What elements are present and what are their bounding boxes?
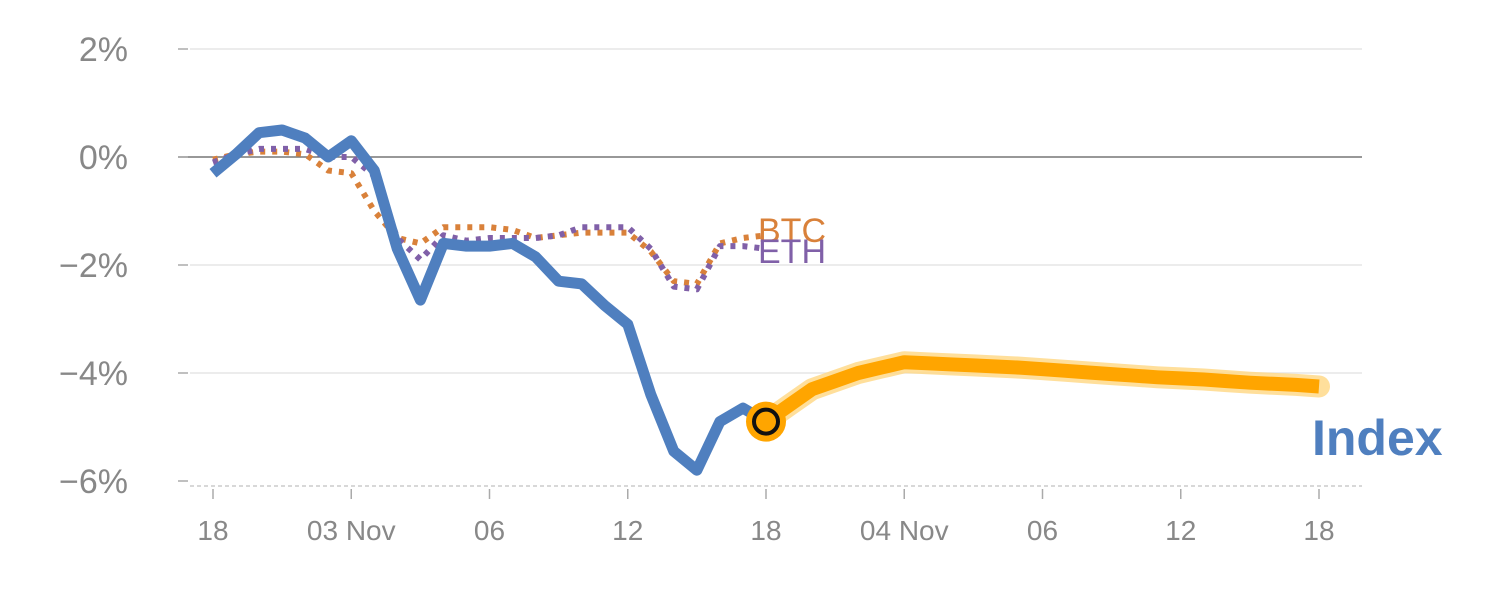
x-tick-label: 12: [1165, 515, 1196, 546]
index-line: [209, 124, 769, 476]
x-tick-label: 18: [750, 515, 781, 546]
y-tick-label: −2%: [59, 247, 128, 285]
x-tick-label: 06: [474, 515, 505, 546]
axis-layer: 2% 0% −2% −4% −6% 18 03 Nov 06 12 18 04 Nov 06 12 18: [59, 31, 1335, 546]
y-tick-label: −6%: [59, 463, 128, 501]
x-tick-label: 03 Nov: [307, 515, 396, 546]
index-series-label: Index: [1312, 410, 1443, 466]
y-tick-label: 0%: [79, 139, 128, 177]
eth-series-label: ETH: [758, 233, 826, 271]
highlight-marker: [752, 407, 780, 436]
btc-series-label: BTC: [758, 212, 826, 250]
x-tick-label: 18: [1303, 515, 1334, 546]
y-tick-label: −4%: [59, 355, 128, 393]
x-tick-label: 04 Nov: [860, 515, 949, 546]
eth-line: [212, 145, 767, 293]
x-tick-label: 12: [612, 515, 643, 546]
highlight-marker-ring: [746, 401, 786, 442]
y-tick-label: 2%: [79, 31, 128, 69]
series-layer: [209, 124, 1330, 476]
x-tick-label: 18: [197, 515, 228, 546]
forecast-line: [761, 355, 1320, 428]
x-tick-label: 06: [1027, 515, 1058, 546]
btc-line: [212, 148, 767, 287]
